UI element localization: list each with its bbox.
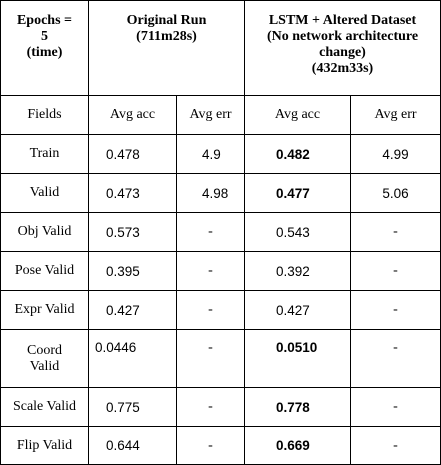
corner-header-line: Epochs = [16, 13, 73, 28]
lstm-acc-value: 0.427 [244, 290, 351, 330]
lstm-acc-text: 0.0510 [276, 340, 318, 355]
table-row: Scale Valid 0.775 - 0.778 - [0, 387, 441, 427]
table-row: Expr Valid 0.427 - 0.427 - [0, 290, 441, 330]
lstm-acc-value: 0.778 [244, 387, 351, 427]
field-label: Obj Valid [0, 212, 89, 252]
lstm-err-value: - [349, 329, 441, 388]
orig-err-value: - [176, 426, 245, 465]
lstm-acc-value: 0.0510 [244, 329, 351, 388]
lstm-acc-text: 0.427 [276, 302, 310, 318]
lstm-err-value: - [349, 212, 441, 252]
original-run-title: Original Run [126, 13, 207, 28]
lstm-acc-text: 0.392 [276, 263, 310, 279]
lstm-err-value: - [349, 290, 441, 330]
orig-acc-value: 0.775 [88, 387, 177, 427]
orig-err-value: 4.9 [176, 134, 245, 174]
table-row: Train 0.478 4.9 0.482 4.99 [0, 134, 441, 174]
lstm-header-line: (432m33s) [311, 61, 374, 76]
lstm-err-value: 5.06 [349, 173, 441, 213]
corner-header-line: (time) [26, 45, 63, 60]
orig-acc-value: 0.473 [88, 173, 177, 213]
lstm-err-value: - [349, 387, 441, 427]
field-label: Train [0, 134, 89, 174]
orig-err-value: - [176, 251, 245, 291]
orig-err-value: - [176, 212, 245, 252]
lstm-acc-value: 0.477 [244, 173, 351, 213]
orig-acc-value: 0.478 [88, 134, 177, 174]
lstm-header-line: (No network architecture [266, 29, 419, 44]
orig-acc-header: Avg acc [88, 95, 177, 135]
orig-err-value: - [176, 387, 245, 427]
field-label: Scale Valid [0, 387, 89, 427]
lstm-acc-text: 0.778 [276, 399, 310, 415]
orig-acc-value: 0.644 [88, 426, 177, 465]
field-label-line: Coord [27, 342, 62, 358]
fields-header: Fields [0, 95, 89, 135]
lstm-acc-text: 0.477 [276, 185, 310, 201]
lstm-acc-value: 0.669 [244, 426, 351, 465]
lstm-header-cell: LSTM + Altered Dataset (No network archi… [243, 0, 441, 96]
orig-err-header: Avg err [176, 95, 245, 135]
table-row: Flip Valid 0.644 - 0.669 - [0, 426, 441, 465]
orig-acc-value: 0.395 [88, 251, 177, 291]
orig-acc-value: 0.573 [88, 212, 177, 252]
original-run-header-cell: Original Run (711m28s) [88, 0, 245, 96]
orig-acc-value: 0.427 [88, 290, 177, 330]
lstm-acc-text: 0.669 [276, 438, 310, 453]
lstm-header-line: LSTM + Altered Dataset [268, 13, 417, 28]
field-label: Pose Valid [0, 251, 89, 291]
lstm-acc-value: 0.543 [244, 212, 351, 252]
lstm-acc-text: 0.543 [276, 224, 310, 240]
field-label: Expr Valid [0, 290, 89, 330]
lstm-header-line: change) [319, 45, 366, 60]
field-label-line: Valid [29, 358, 60, 374]
table-row: Coord Valid 0.0446 - 0.0510 - [0, 329, 441, 388]
table-row: Valid 0.473 4.98 0.477 5.06 [0, 173, 441, 213]
original-run-time: (711m28s) [136, 29, 197, 44]
orig-err-value: - [176, 290, 245, 330]
corner-header-line: 5 [41, 29, 48, 44]
lstm-acc-text: 0.482 [276, 146, 310, 162]
subheader-row: Fields Avg acc Avg err Avg acc Avg err [0, 95, 441, 135]
lstm-err-value: - [349, 251, 441, 291]
table-row: Obj Valid 0.573 - 0.543 - [0, 212, 441, 252]
field-label: Flip Valid [0, 426, 89, 465]
orig-err-value: 4.98 [176, 173, 245, 213]
field-label: Valid [0, 173, 89, 213]
lstm-err-value: 4.99 [349, 134, 441, 174]
corner-header-cell: Epochs = 5 (time) [0, 0, 89, 96]
field-label: Coord Valid [0, 329, 89, 388]
table-row: Pose Valid 0.395 - 0.392 - [0, 251, 441, 291]
orig-err-value: - [176, 329, 245, 388]
lstm-acc-value: 0.482 [244, 134, 351, 174]
header-row: Epochs = 5 (time) Original Run (711m28s)… [0, 0, 441, 96]
lstm-acc-header: Avg acc [244, 95, 351, 135]
orig-acc-value: 0.0446 [88, 329, 177, 388]
lstm-err-header: Avg err [349, 95, 441, 135]
lstm-err-value: - [349, 426, 441, 465]
lstm-acc-value: 0.392 [244, 251, 351, 291]
